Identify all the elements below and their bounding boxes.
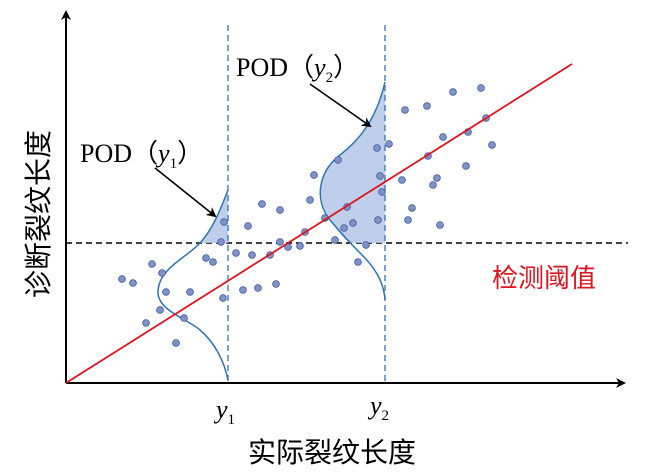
scatter-point <box>423 102 431 110</box>
scatter-point <box>398 176 406 184</box>
scatter-point <box>404 216 412 224</box>
scatter-point <box>156 306 164 314</box>
scatter-point <box>340 224 348 232</box>
scatter-point <box>296 242 304 250</box>
scatter-point <box>334 156 342 164</box>
scatter-point <box>436 221 444 229</box>
scatter-point <box>186 288 194 296</box>
scatter-point <box>219 294 227 302</box>
distribution-curve-y2 <box>319 81 386 301</box>
scatter-point <box>118 275 126 283</box>
scatter-point <box>488 141 496 149</box>
scatter-point <box>272 280 280 288</box>
scatter-point <box>373 144 381 152</box>
scatter-point <box>306 196 314 204</box>
scatter-point <box>254 284 262 292</box>
scatter-point <box>142 319 150 327</box>
scatter-point <box>248 251 256 259</box>
scatter-point <box>232 249 240 257</box>
scatter-point <box>477 84 485 92</box>
scatter-point <box>239 286 247 294</box>
scatter-point <box>449 88 457 96</box>
scatter-point <box>276 238 284 246</box>
scatter-point <box>378 188 386 196</box>
x-axis-title: 实际裂纹长度 <box>248 436 416 469</box>
scatter-point <box>401 106 409 114</box>
scatter-point <box>439 133 447 141</box>
scatter-point <box>180 314 188 322</box>
scatter-point <box>362 241 370 249</box>
scatter-point <box>148 260 156 268</box>
pod-area-y1 <box>200 190 228 243</box>
pod-y2-arrow <box>309 83 372 128</box>
distribution-curve-y1 <box>157 189 229 381</box>
scatter-point <box>385 140 393 148</box>
scatter-point <box>331 236 339 244</box>
y-axis-title: 诊断裂纹长度 <box>22 130 55 298</box>
scatter-point <box>462 162 470 170</box>
scatter-point <box>202 254 210 262</box>
scatter-point <box>209 258 217 266</box>
scatter-points <box>118 84 496 347</box>
scatter-point <box>408 204 416 212</box>
x-tick-y1: y1 <box>213 395 235 428</box>
scatter-point <box>376 172 384 180</box>
scatter-point <box>433 174 441 182</box>
scatter-point <box>162 288 170 296</box>
x-tick-y2: y2 <box>367 391 389 424</box>
pod-area-y2 <box>320 82 385 243</box>
pod-y1-label: POD（y1） <box>80 139 203 172</box>
scatter-point <box>354 258 362 266</box>
pod-y2-label: POD（y2） <box>236 53 359 86</box>
scatter-point <box>244 222 252 230</box>
threshold-label: 检测阈值 <box>492 264 596 294</box>
scatter-point <box>129 279 137 287</box>
pod-y1-arrow <box>154 167 217 218</box>
scatter-point <box>258 200 266 208</box>
scatter-point <box>158 269 166 277</box>
regression-line <box>65 63 573 384</box>
scatter-point <box>310 171 318 179</box>
scatter-point <box>276 206 284 214</box>
scatter-point <box>220 218 228 226</box>
scatter-point <box>349 219 357 227</box>
scatter-point <box>374 216 382 224</box>
scatter-point <box>217 238 225 246</box>
scatter-point <box>172 339 180 347</box>
scatter-point <box>429 181 437 189</box>
